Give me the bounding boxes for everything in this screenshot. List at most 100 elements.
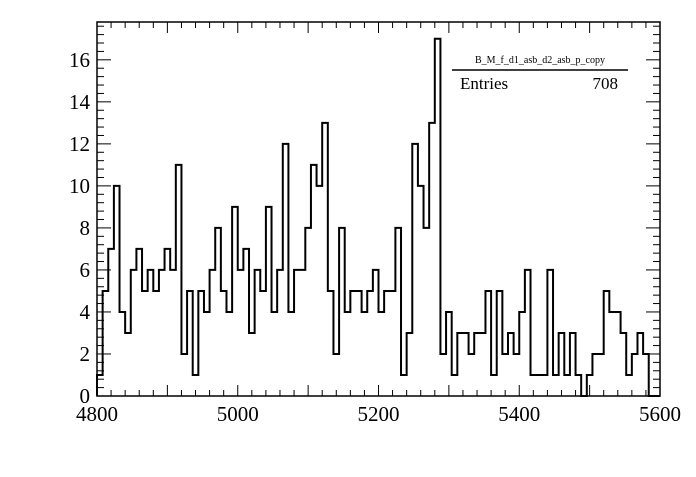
stats-entries-label: Entries xyxy=(460,74,508,93)
histogram-bin xyxy=(114,186,120,396)
y-tick-label: 4 xyxy=(80,300,91,324)
histogram-bin xyxy=(497,291,503,396)
histogram-bin xyxy=(345,312,351,396)
histogram-bin xyxy=(559,333,565,396)
histogram-bin xyxy=(480,333,486,396)
histogram-bin xyxy=(440,354,446,396)
histogram-bin xyxy=(277,270,283,396)
y-tick-label: 0 xyxy=(80,384,91,408)
histogram-bin xyxy=(266,207,272,396)
histogram-bin xyxy=(249,333,255,396)
histogram-bin xyxy=(592,354,598,396)
histogram-bin xyxy=(204,312,210,396)
histogram-bin xyxy=(525,270,531,396)
histogram-bin xyxy=(125,333,131,396)
stats-box-title: B_M_f_d1_asb_d2_asb_p_copy xyxy=(475,55,605,66)
histogram-bin xyxy=(317,186,323,396)
histogram-bin xyxy=(418,186,424,396)
histogram-bin xyxy=(97,375,103,396)
x-tick-label: 5000 xyxy=(217,402,259,426)
histogram-bin xyxy=(553,375,559,396)
histogram-bin xyxy=(153,291,159,396)
histogram-bin xyxy=(587,375,593,396)
histogram-bin xyxy=(238,270,244,396)
histogram-bin xyxy=(379,312,385,396)
histogram-bin xyxy=(485,291,491,396)
histogram-bin xyxy=(159,270,165,396)
histogram-bin xyxy=(181,354,187,396)
histogram-bin xyxy=(221,291,227,396)
histogram-bin xyxy=(322,123,328,396)
histogram-bin xyxy=(626,375,632,396)
histogram-bin xyxy=(452,375,458,396)
histogram-bin xyxy=(243,249,249,396)
histogram-bin xyxy=(136,249,142,396)
histogram-bin xyxy=(621,333,627,396)
histogram-bin xyxy=(232,207,238,396)
histogram-bin xyxy=(356,291,362,396)
histogram-bin xyxy=(412,144,418,396)
histogram-bin xyxy=(294,270,300,396)
histogram-bin xyxy=(542,375,548,396)
histogram-bin xyxy=(401,375,407,396)
histogram-bin xyxy=(170,270,176,396)
histogram-bin xyxy=(148,270,154,396)
histogram-bin xyxy=(508,333,514,396)
histogram-bin xyxy=(407,333,413,396)
histogram-bin xyxy=(514,354,520,396)
histogram-bin xyxy=(272,312,278,396)
y-tick-label: 16 xyxy=(69,48,90,72)
y-tick-label: 6 xyxy=(80,258,91,282)
histogram-bin xyxy=(333,354,339,396)
histogram-bin xyxy=(305,228,311,396)
histogram-bin xyxy=(536,375,542,396)
histogram-bin xyxy=(198,291,204,396)
histogram-bin xyxy=(435,39,441,396)
stats-entries-value: 708 xyxy=(593,74,619,93)
histogram-outline xyxy=(96,37,660,397)
histogram-bin xyxy=(390,291,396,396)
histogram-bin xyxy=(255,270,261,396)
histogram-bin xyxy=(339,228,345,396)
histogram-bin xyxy=(288,312,294,396)
histogram-bin xyxy=(429,123,435,396)
histogram-bin xyxy=(103,291,109,396)
histogram-bin xyxy=(531,375,537,396)
y-tick-label: 14 xyxy=(69,90,91,114)
x-tick-label: 5200 xyxy=(358,402,400,426)
histogram-bin xyxy=(446,312,452,396)
histogram-bin xyxy=(395,228,401,396)
histogram-bin xyxy=(643,354,649,396)
y-tick-labels: 0 2 4 6 8 10 12 14 16 xyxy=(69,48,91,408)
histogram-bin xyxy=(120,312,126,396)
x-tick-label: 5400 xyxy=(498,402,540,426)
y-tick-label: 10 xyxy=(69,174,90,198)
histogram-bin xyxy=(311,165,317,396)
histogram-bin xyxy=(615,312,621,396)
histogram-bin xyxy=(609,312,615,396)
histogram-bin xyxy=(547,270,553,396)
y-tick-label: 8 xyxy=(80,216,91,240)
histogram-bin xyxy=(604,291,610,396)
histogram-bin xyxy=(637,333,643,396)
x-tick-label: 4800 xyxy=(76,402,118,426)
histogram-bin xyxy=(373,270,379,396)
x-tick-labels: 4800 5000 5200 5400 5600 xyxy=(76,402,681,426)
histogram-bin xyxy=(362,312,368,396)
histogram-bin xyxy=(576,375,582,396)
histogram-bin xyxy=(384,291,390,396)
histogram-bin xyxy=(187,291,193,396)
histogram-bin xyxy=(474,333,480,396)
histogram-bin xyxy=(598,354,604,396)
x-tick-label: 5600 xyxy=(639,402,681,426)
histogram-bin xyxy=(491,375,497,396)
histogram-bin xyxy=(424,228,430,396)
histogram-bin xyxy=(519,312,525,396)
y-tick-label: 2 xyxy=(80,342,91,366)
histogram-bin xyxy=(469,354,475,396)
histogram-bin xyxy=(463,333,469,396)
histogram-bin xyxy=(165,249,171,396)
y-tick-label: 12 xyxy=(69,132,90,156)
